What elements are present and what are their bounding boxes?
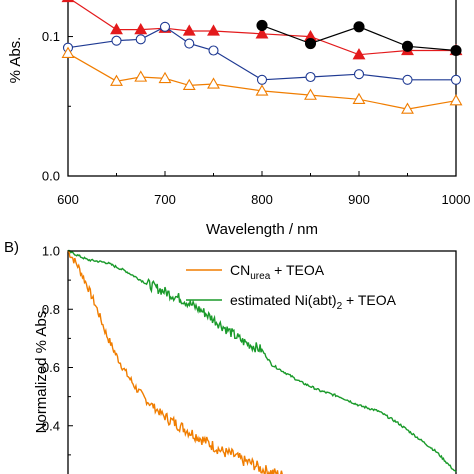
x-axis-title-a: Wavelength / nm [206,221,318,238]
data-point-a-2-6 [256,74,268,85]
data-point-a-3-2 [134,70,148,82]
x-tick-label-a-4: 1000 [442,192,471,207]
y-tick-label-b-3: 1.0 [42,244,60,259]
data-point-a-3-5 [207,77,220,89]
data-point-a-3-7 [304,88,317,100]
data-point-a-0-4 [182,24,196,36]
series-group-b [67,249,457,474]
data-point-a-2-4 [184,38,195,49]
y-axis-title-b: Normalized % Abs. [33,307,50,434]
data-point-a-0-1 [110,22,123,35]
legend-label-1: estimated Ni(abt)2 + TEOA [230,292,397,312]
data-point-a-1-3 [401,40,414,52]
legend-label-0: CNurea + TEOA [230,262,325,282]
x-tick-label-a-0: 600 [57,192,79,207]
panel-b: B) 0.4 0.6 0.8 1.0 Normalized % Abs. CNurea… [4,239,457,474]
data-point-a-2-1 [111,35,122,46]
data-point-a-2-9 [402,74,413,85]
data-point-a-3-0 [61,46,75,58]
data-point-a-0-2 [134,22,148,35]
data-point-a-3-8 [352,92,366,104]
data-point-a-2-2 [135,34,146,45]
data-point-a-0-0 [61,0,75,3]
axes-group-a: 600 700 800 900 1000 0.0 0.1 [42,29,471,207]
data-point-a-1-0 [256,19,268,31]
y-tick-label-a-0: 0.0 [42,169,60,184]
axes-group-b: 0.4 0.6 0.8 1.0 [42,244,73,456]
x-tick-label-a-3: 900 [348,192,370,207]
y-tick-label-b-2: 0.8 [42,302,60,317]
data-point-a-2-7 [305,71,316,83]
panel-label-b: B) [4,239,19,256]
data-point-a-3-3 [158,71,172,84]
data-point-a-1-1 [304,37,317,50]
y-tick-label-b-1: 0.6 [42,360,60,375]
data-point-a-3-9 [401,102,414,114]
series-group-a [61,0,463,114]
data-point-a-0-5 [207,24,220,36]
data-point-a-2-3 [159,21,171,32]
series-line-b-1 [67,249,457,473]
data-point-a-3-10 [449,94,463,106]
y-tick-label-b-0: 0.4 [42,418,60,433]
data-point-a-3-4 [182,78,196,91]
y-axis-title-a: % Abs. [7,37,24,84]
data-point-a-3-6 [255,84,269,96]
data-point-a-2-10 [450,74,462,85]
y-tick-label-a-1: 0.1 [42,29,60,44]
legend: CNurea + TEOA estimated Ni(abt)2 + TEOA [186,262,397,312]
data-point-a-0-6 [255,27,269,39]
data-point-a-2-5 [208,45,219,56]
data-point-a-0-8 [352,48,366,60]
data-point-a-3-1 [110,74,123,86]
data-point-a-2-8 [353,69,365,80]
x-tick-label-a-2: 800 [251,192,273,207]
plot-frame-b [67,250,457,474]
panel-a: 600 700 800 900 1000 0.0 0.1 Wavelength / nm %… [7,0,470,238]
data-point-a-1-4 [450,44,462,57]
data-point-a-1-2 [353,21,365,33]
x-tick-label-a-1: 700 [154,192,176,207]
series-line-b-0 [67,250,283,474]
